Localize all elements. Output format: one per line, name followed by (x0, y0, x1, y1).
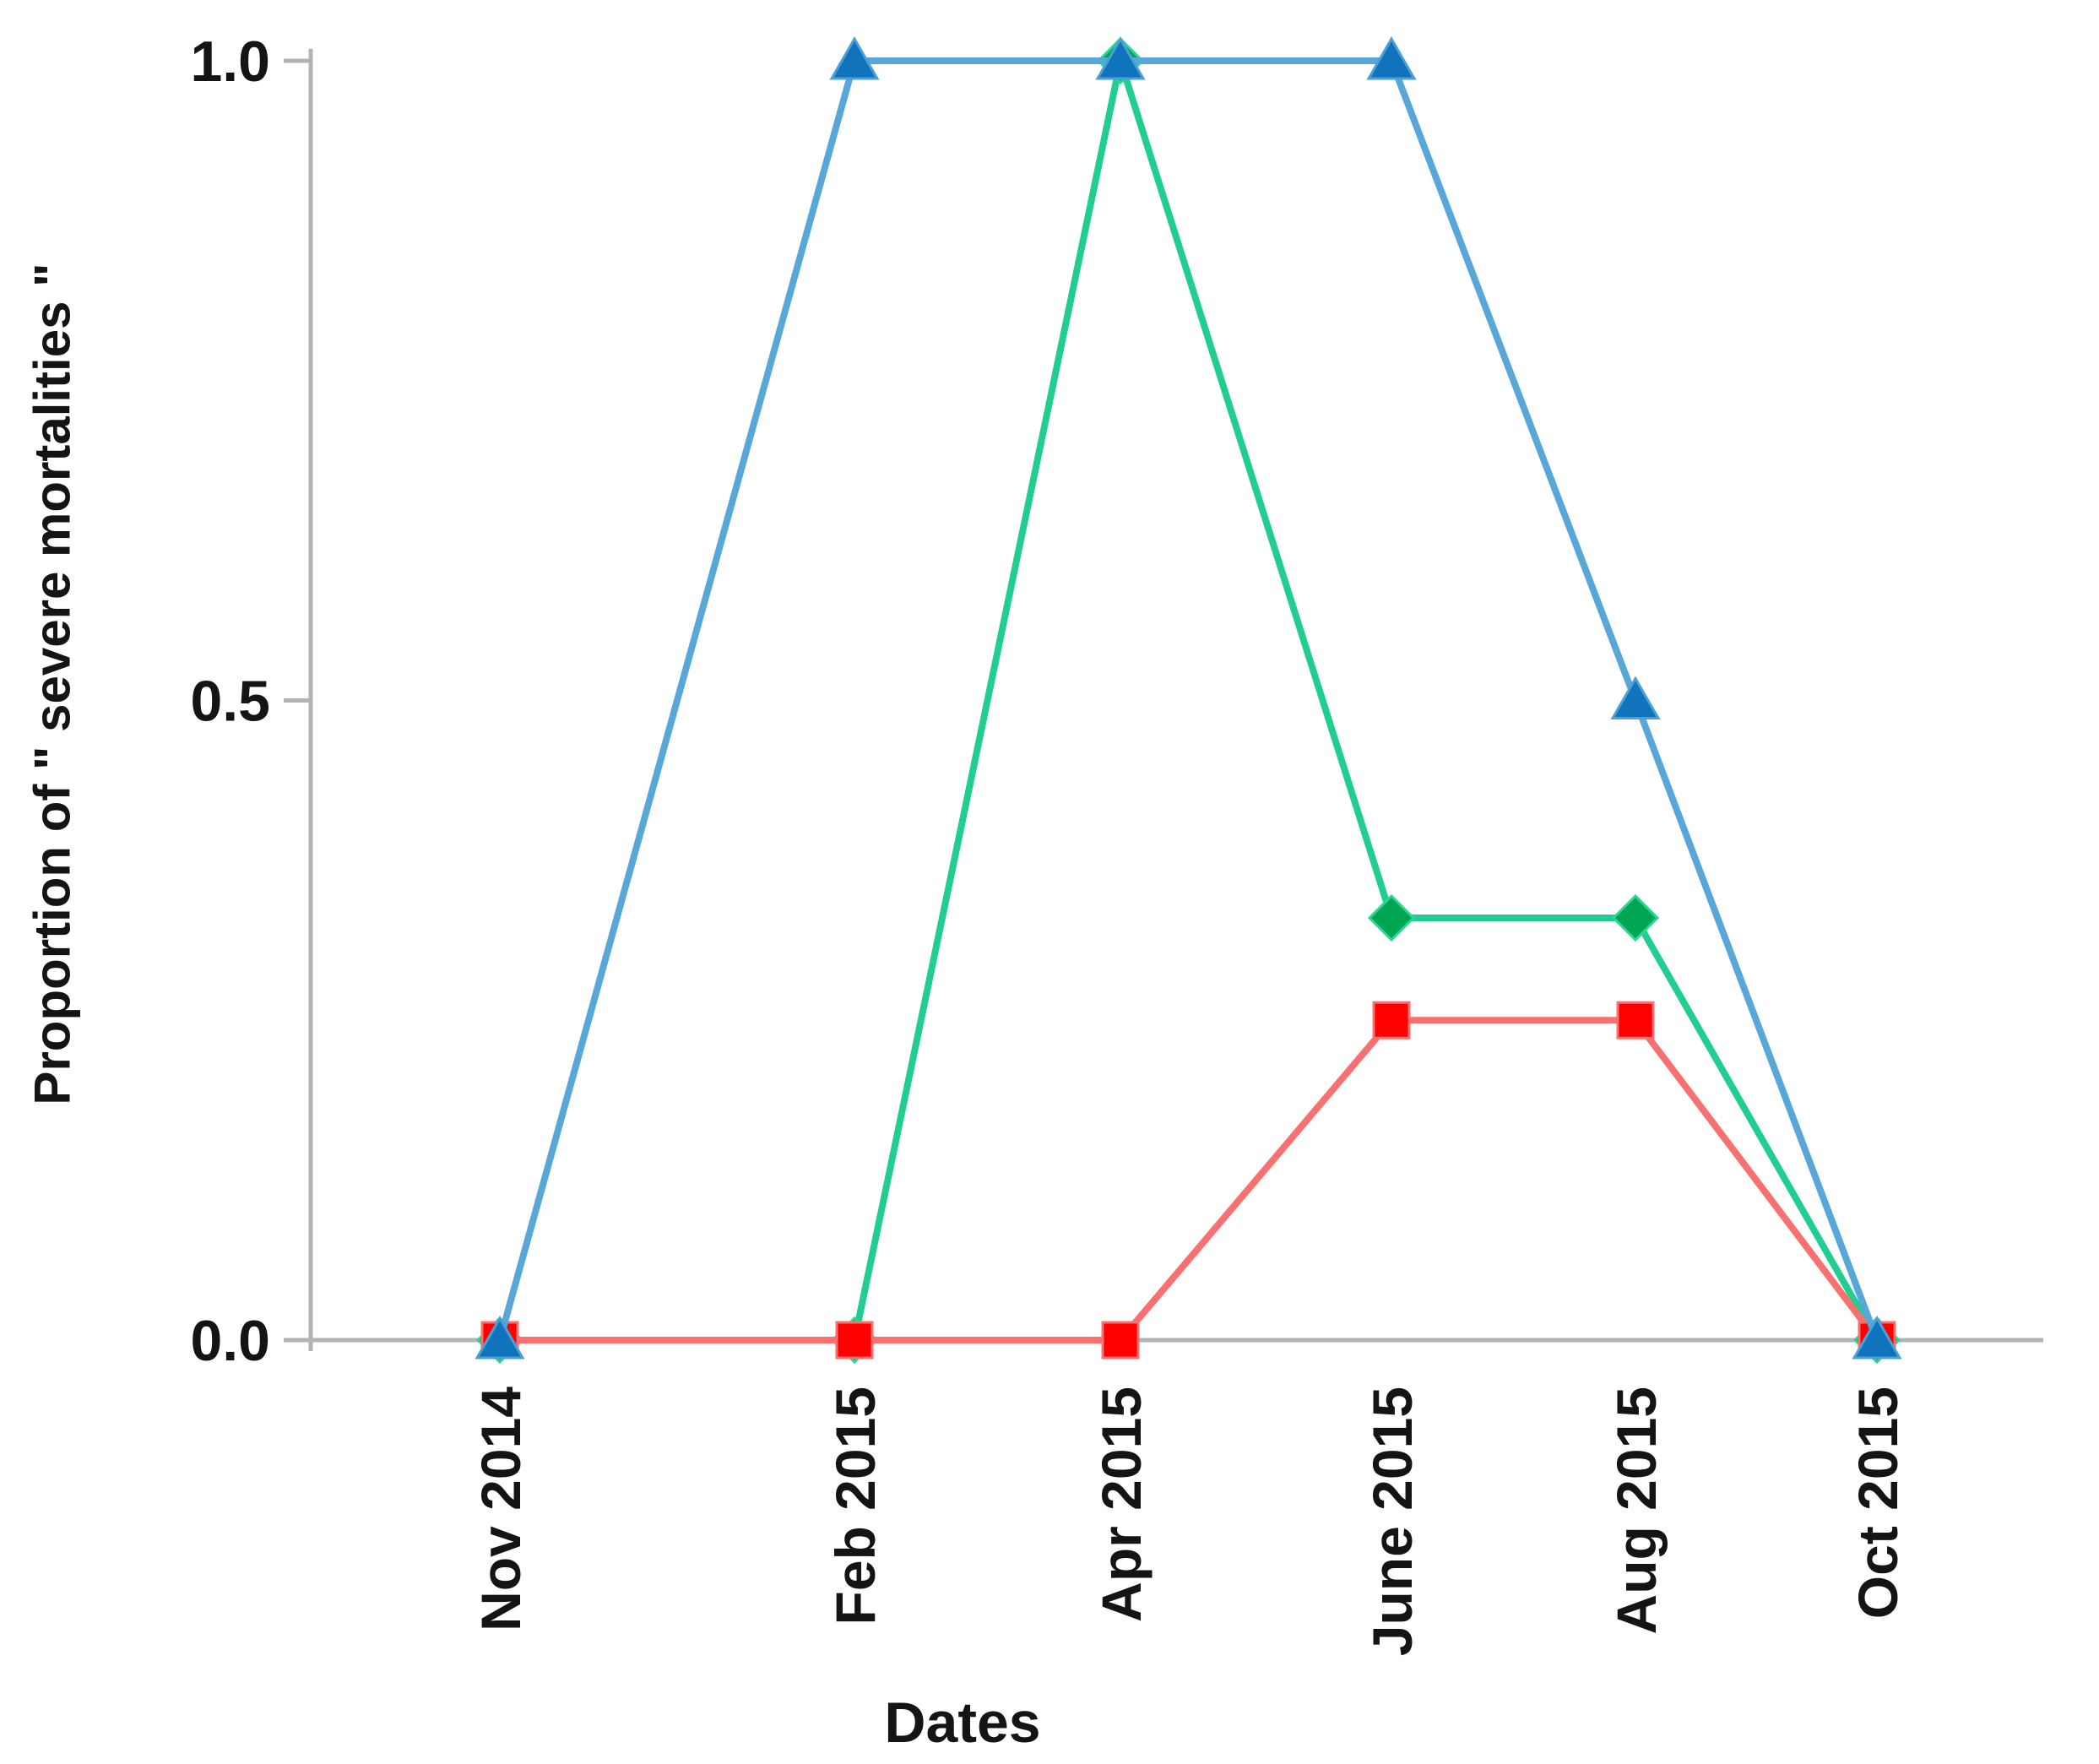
red-square-series-marker-june-2015 (1372, 1001, 1411, 1039)
y-tick-label-0.5: 0.5 (190, 670, 270, 734)
y-tick-label-0.0: 0.0 (190, 1309, 270, 1373)
blue-triangle-series-marker-june-2015 (1366, 35, 1417, 80)
red-square-series-marker-feb-2015 (835, 1321, 874, 1360)
x-category-label-nov-2014: Nov 2014 (469, 1387, 532, 1631)
x-category-label-oct-2015: Oct 2015 (1847, 1387, 1909, 1619)
green-diamond-series-marker-aug-2015 (1611, 893, 1660, 942)
x-category-label-apr-2015: Apr 2015 (1090, 1387, 1153, 1622)
y-axis-title: Proportion of " severe mortalities " (24, 263, 81, 1105)
blue-triangle-series-marker-nov-2014 (475, 1315, 525, 1360)
blue-triangle-series-marker-feb-2015 (829, 35, 880, 80)
x-category-label-june-2015: June 2015 (1361, 1387, 1424, 1656)
x-category-label-feb-2015: Feb 2015 (824, 1387, 887, 1626)
series-line-red-square-series (500, 1017, 1880, 1343)
blue-triangle-series-marker-aug-2015 (1610, 676, 1661, 719)
blue-triangle-series-marker-apr-2015 (1095, 35, 1146, 80)
x-axis-title: Dates (884, 1691, 1041, 1755)
x-category-label-aug-2015: Aug 2015 (1605, 1387, 1668, 1634)
green-diamond-series-marker-june-2015 (1367, 893, 1416, 942)
blue-triangle-series-marker-oct-2015 (1852, 1315, 1902, 1360)
red-square-series-marker-apr-2015 (1101, 1321, 1140, 1360)
series-line-blue-triangle-series (496, 57, 1880, 1342)
red-square-series-marker-aug-2015 (1616, 1001, 1655, 1039)
series-line-green-diamond-series (500, 47, 1880, 1343)
y-tick-label-1.0: 1.0 (190, 30, 270, 94)
